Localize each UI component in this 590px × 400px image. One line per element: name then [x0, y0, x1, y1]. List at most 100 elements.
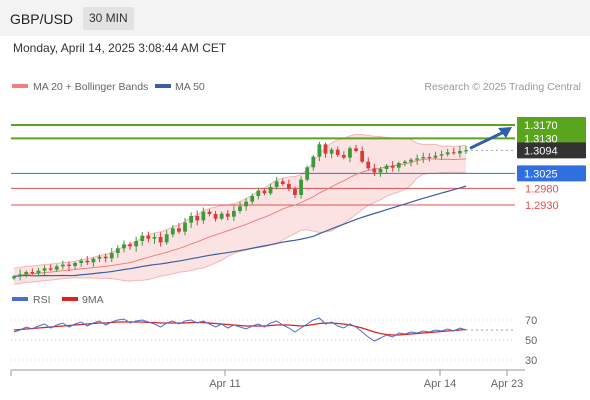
svg-text:1.2930: 1.2930 — [525, 200, 559, 212]
candle — [238, 201, 242, 214]
candle — [48, 264, 53, 272]
candle — [189, 212, 194, 228]
candle — [12, 275, 16, 281]
rsi-tick-30: 30 — [525, 355, 537, 367]
rsi-tick-50: 50 — [525, 335, 537, 347]
candle — [256, 187, 261, 200]
moving-averages — [13, 158, 467, 277]
chart-credit: Research © 2025 Trading Central — [424, 81, 581, 93]
legend-label-ma50: MA 50 — [175, 81, 205, 93]
forecast-arrow — [469, 127, 512, 150]
candle — [268, 183, 273, 196]
x-tick-label: Apr 14 — [424, 378, 456, 390]
candle — [158, 232, 163, 247]
candle — [225, 210, 230, 221]
candle — [146, 231, 151, 243]
candle — [122, 240, 126, 253]
rsi-line — [13, 317, 467, 342]
legend-swatch-9ma — [62, 297, 78, 301]
candle — [354, 144, 358, 153]
candle — [30, 268, 35, 275]
candle — [195, 210, 200, 226]
candle — [152, 233, 157, 244]
bollinger-lower — [13, 171, 467, 285]
candle — [280, 178, 285, 186]
candle — [445, 149, 450, 157]
forecast-arrow-head — [498, 127, 512, 138]
rsi-panel: 70 50 30 — [11, 315, 537, 367]
price-levels — [11, 124, 515, 206]
symbol-title: GBP/USD — [10, 11, 74, 27]
candle — [378, 166, 383, 177]
candle — [201, 207, 206, 224]
legend-swatch-ma50 — [155, 84, 171, 88]
legend-label-ma20: MA 20 + Bollinger Bands — [33, 81, 148, 93]
candle — [409, 158, 413, 167]
forecast-arrow-shaft — [469, 129, 507, 150]
candle — [36, 267, 41, 276]
ma50-line — [13, 185, 467, 277]
candle — [403, 159, 407, 167]
candle — [219, 211, 224, 221]
candle — [134, 236, 139, 252]
candle — [140, 232, 145, 246]
candle — [67, 261, 71, 272]
candle — [73, 261, 77, 270]
candle — [24, 270, 29, 278]
candle — [244, 198, 249, 211]
svg-text:1.3094: 1.3094 — [524, 145, 558, 157]
svg-text:1.3025: 1.3025 — [524, 168, 558, 180]
ma20-line — [13, 158, 467, 277]
candle — [293, 186, 297, 199]
candle — [299, 176, 303, 199]
svg-text:1.2980: 1.2980 — [525, 183, 559, 195]
candle — [128, 241, 132, 250]
legend-label-9ma: 9MA — [82, 294, 104, 306]
candle — [439, 150, 444, 160]
candle — [360, 146, 365, 164]
candle — [348, 146, 352, 163]
x-tick-label: Apr 11 — [209, 378, 241, 390]
candle — [329, 147, 334, 159]
candle — [103, 253, 108, 263]
legend-swatch-ma20 — [12, 84, 28, 88]
candle — [464, 145, 468, 155]
price-label-pivot: 1.3025 — [517, 165, 586, 182]
candle — [415, 154, 420, 165]
candle — [384, 164, 389, 173]
candle — [317, 141, 322, 162]
candle — [323, 142, 328, 158]
chart-datetime: Monday, April 14, 2025 3:08:44 AM CET — [13, 41, 227, 55]
timeframe-badge[interactable]: 30 MIN — [83, 7, 134, 30]
candle — [109, 247, 114, 262]
candle — [335, 146, 340, 158]
candle — [177, 223, 181, 234]
candle — [286, 179, 291, 192]
svg-text:1.3170: 1.3170 — [524, 120, 558, 132]
legend-label-rsi: RSI — [33, 294, 51, 306]
candle — [207, 209, 212, 217]
candle — [170, 224, 175, 238]
candle — [390, 161, 395, 172]
candle — [42, 265, 47, 276]
candle — [97, 254, 102, 263]
candle — [457, 145, 462, 158]
x-tick-label: Apr 23 — [491, 378, 523, 390]
candle — [274, 176, 279, 190]
candle — [341, 151, 346, 160]
price-label-support: 1.2930 — [525, 200, 559, 212]
candle — [231, 205, 236, 222]
candle — [433, 151, 438, 160]
candle — [305, 165, 310, 182]
rsi-tick-70: 70 — [525, 315, 537, 327]
candle — [183, 217, 187, 236]
candle — [91, 257, 96, 267]
candle — [396, 161, 401, 172]
x-axis: Apr 11 Apr 14 Apr 23 — [10, 370, 523, 390]
candle — [421, 152, 426, 163]
candle — [18, 269, 23, 281]
candle — [451, 147, 456, 155]
price-label-resistance: 1.3170 — [517, 117, 586, 133]
